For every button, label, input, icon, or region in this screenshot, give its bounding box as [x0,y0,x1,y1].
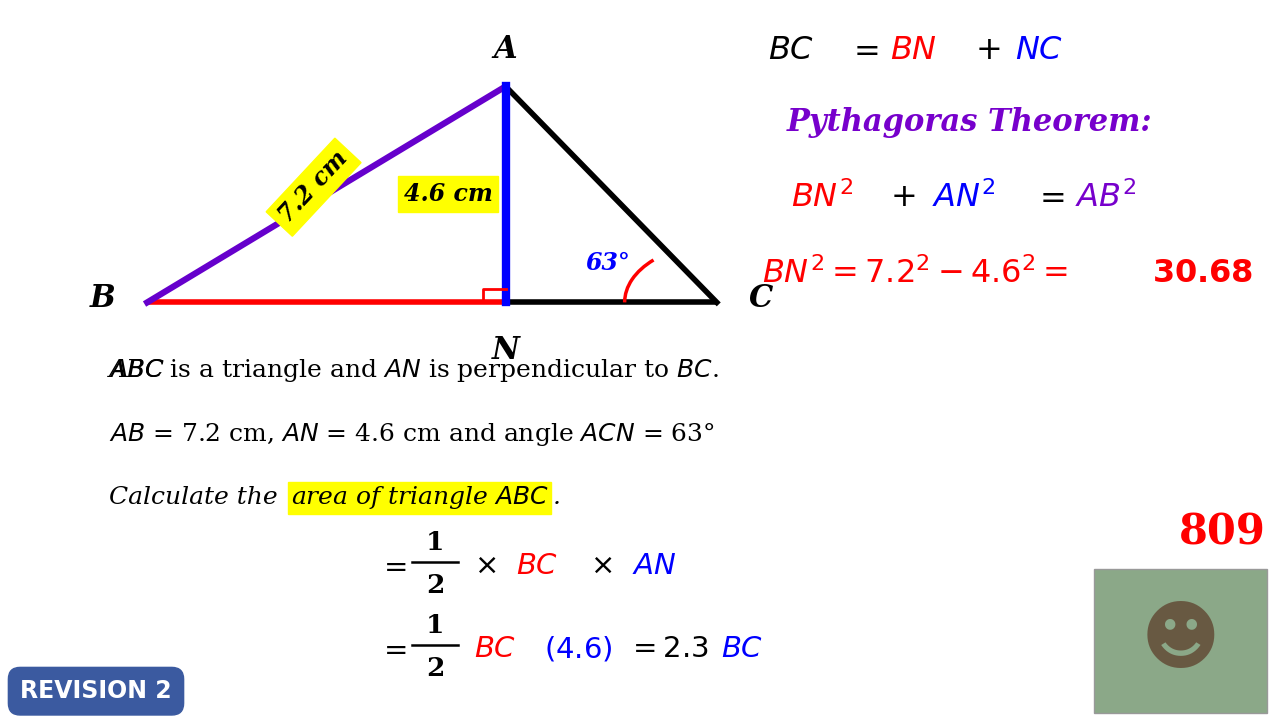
Text: $\mathit{BC}$: $\mathit{BC}$ [721,634,763,663]
Text: $\it{NC}$: $\it{NC}$ [1015,35,1064,66]
Text: 2: 2 [426,656,444,680]
Text: 2: 2 [426,573,444,598]
Text: N: N [492,335,520,366]
Text: 809: 809 [1179,512,1266,554]
Text: B: B [90,283,115,315]
Text: $+$: $+$ [975,35,1001,66]
Text: 1: 1 [426,531,444,555]
Text: $\it{BC}$: $\it{BC}$ [768,35,814,66]
Text: $= 2.3$: $= 2.3$ [627,634,709,663]
Text: $\mathit{BN}^2$: $\mathit{BN}^2$ [791,181,852,215]
Text: $\mathit{AN}^2$: $\mathit{AN}^2$ [932,181,996,215]
Text: $\mathit{BN}^2 = 7.2^2 - 4.6^2 = $: $\mathit{BN}^2 = 7.2^2 - 4.6^2 = $ [762,257,1068,290]
Text: A: A [494,34,517,65]
Text: $=$: $=$ [847,35,879,66]
Text: $\mathit{BC}$: $\mathit{BC}$ [516,552,558,580]
Text: $\mathit{AB}$ = 7.2 cm, $\mathit{AN}$ = 4.6 cm and angle $\mathit{ACN}$ = 63°: $\mathit{AB}$ = 7.2 cm, $\mathit{AN}$ = … [109,420,714,448]
Text: $\mathit{ABC}$ is a triangle and $\mathit{AN}$ is perpendicular to $\mathit{BC}$: $\mathit{ABC}$ is a triangle and $\mathi… [109,357,718,384]
Text: 1: 1 [426,613,444,638]
Text: 63°: 63° [585,251,631,275]
Text: ☻: ☻ [1140,604,1220,678]
Text: $\mathit{BC}$: $\mathit{BC}$ [474,634,516,663]
Text: 7.2 cm: 7.2 cm [274,147,353,228]
Text: $=$: $=$ [378,552,407,580]
FancyBboxPatch shape [1094,569,1267,713]
Text: $=$: $=$ [1033,182,1065,214]
Text: area of triangle $\mathit{ABC}$: area of triangle $\mathit{ABC}$ [291,484,549,511]
Text: $\mathit{AB}^2$: $\mathit{AB}^2$ [1075,181,1137,215]
Text: C: C [749,283,773,315]
Text: $\mathbf{30.68}$: $\mathbf{30.68}$ [1152,258,1253,289]
Text: .: . [553,486,561,509]
Text: $\times$: $\times$ [474,552,497,580]
Text: Pythagoras Theorem:: Pythagoras Theorem: [787,107,1153,138]
Text: $\times$: $\times$ [590,552,613,580]
Text: $\it{BN}$: $\it{BN}$ [890,35,937,66]
Text: Calculate the: Calculate the [109,486,285,509]
Text: ABC: ABC [109,359,165,382]
Text: $\mathit{AN}$: $\mathit{AN}$ [632,552,677,580]
Text: $=$: $=$ [378,635,407,662]
Text: REVISION 2: REVISION 2 [20,679,172,703]
Text: $+$: $+$ [890,182,915,214]
Text: $(4.6)$: $(4.6)$ [544,634,613,663]
Text: 4.6 cm: 4.6 cm [403,182,493,207]
